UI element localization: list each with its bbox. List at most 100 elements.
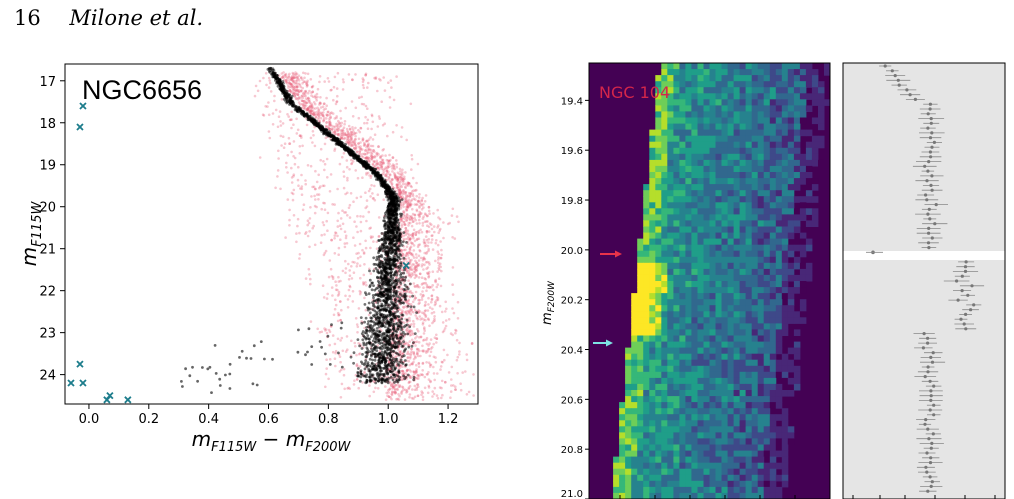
field-star: [435, 333, 438, 337]
field-star: [313, 194, 316, 198]
field-star: [261, 113, 265, 116]
running-author: Milone et al.: [69, 6, 204, 30]
field-star: [420, 230, 424, 234]
field-star: [450, 214, 454, 217]
field-star: [419, 293, 423, 296]
field-star: [409, 102, 413, 106]
field-star: [413, 213, 417, 217]
field-star: [467, 390, 471, 394]
field-star: [341, 222, 345, 226]
field-star: [405, 138, 409, 142]
field-star: [279, 124, 283, 127]
field-star: [308, 217, 312, 220]
field-star: [273, 94, 276, 98]
cluster-star: [372, 304, 375, 308]
field-star: [323, 168, 326, 172]
field-star: [339, 300, 342, 303]
field-star: [342, 152, 346, 155]
field-star: [400, 268, 404, 272]
field-star: [441, 330, 445, 334]
field-star: [435, 296, 439, 299]
field-star: [414, 265, 418, 269]
field-star: [410, 323, 413, 326]
field-star: [303, 99, 306, 103]
cluster-star: [392, 285, 396, 289]
field-star: [436, 226, 439, 229]
field-star: [423, 257, 427, 261]
field-star: [298, 103, 302, 106]
cluster-star: [360, 347, 364, 350]
cluster-star: [382, 299, 385, 302]
cluster-star: [378, 346, 382, 350]
field-star: [421, 221, 425, 225]
field-star: [348, 135, 351, 138]
field-star: [407, 181, 410, 185]
field-star: [391, 156, 395, 159]
field-star: [310, 195, 313, 198]
field-star: [305, 85, 309, 88]
field-star: [377, 115, 381, 118]
field-star: [304, 94, 307, 98]
field-star: [409, 237, 412, 241]
field-star: [370, 127, 373, 131]
field-star: [334, 298, 337, 302]
field-star: [458, 350, 461, 353]
cluster-star: [411, 294, 414, 298]
field-star: [432, 392, 436, 396]
field-star: [351, 78, 354, 82]
cluster-star: [392, 327, 396, 330]
field-star: [254, 84, 258, 88]
field-star: [341, 269, 345, 273]
field-star: [404, 200, 408, 203]
field-star: [339, 109, 342, 113]
field-star: [437, 216, 440, 219]
field-star: [314, 96, 318, 100]
field-star: [335, 122, 338, 126]
field-star: [341, 129, 345, 133]
field-star: [372, 390, 376, 394]
field-star: [402, 370, 405, 373]
field-star: [411, 291, 414, 295]
cluster-star: [400, 272, 403, 275]
field-star: [300, 193, 304, 196]
field-star: [441, 321, 445, 324]
field-star: [342, 367, 346, 371]
cluster-star: [393, 381, 396, 384]
field-star: [406, 237, 410, 240]
field-star: [323, 201, 326, 205]
field-star: [403, 197, 407, 200]
field-star: [405, 198, 408, 201]
field-star: [336, 132, 340, 136]
field-star: [410, 350, 413, 353]
cluster-star: [374, 267, 378, 270]
field-star: [334, 349, 338, 353]
field-star: [412, 228, 416, 232]
field-star: [304, 182, 308, 186]
field-star: [408, 194, 412, 198]
field-star: [421, 391, 425, 395]
cluster-star: [363, 320, 366, 324]
field-star: [335, 87, 339, 90]
field-star: [395, 387, 399, 391]
field-star: [338, 121, 341, 125]
field-star: [322, 296, 326, 299]
field-star: [321, 105, 325, 108]
field-star: [439, 365, 443, 368]
field-star: [348, 132, 351, 136]
field-star: [354, 73, 357, 76]
cluster-star: [384, 343, 388, 347]
field-star: [325, 367, 329, 370]
field-star: [336, 134, 340, 137]
field-star: [365, 199, 369, 202]
field-star: [370, 155, 374, 158]
field-star: [317, 173, 321, 177]
cluster-star: [364, 351, 368, 354]
field-star: [267, 86, 271, 89]
field-star: [302, 71, 305, 75]
field-star: [310, 85, 314, 89]
field-star: [434, 279, 437, 283]
field-star: [434, 259, 437, 263]
field-star: [343, 242, 347, 245]
field-star: [400, 178, 403, 181]
field-star: [351, 160, 355, 163]
